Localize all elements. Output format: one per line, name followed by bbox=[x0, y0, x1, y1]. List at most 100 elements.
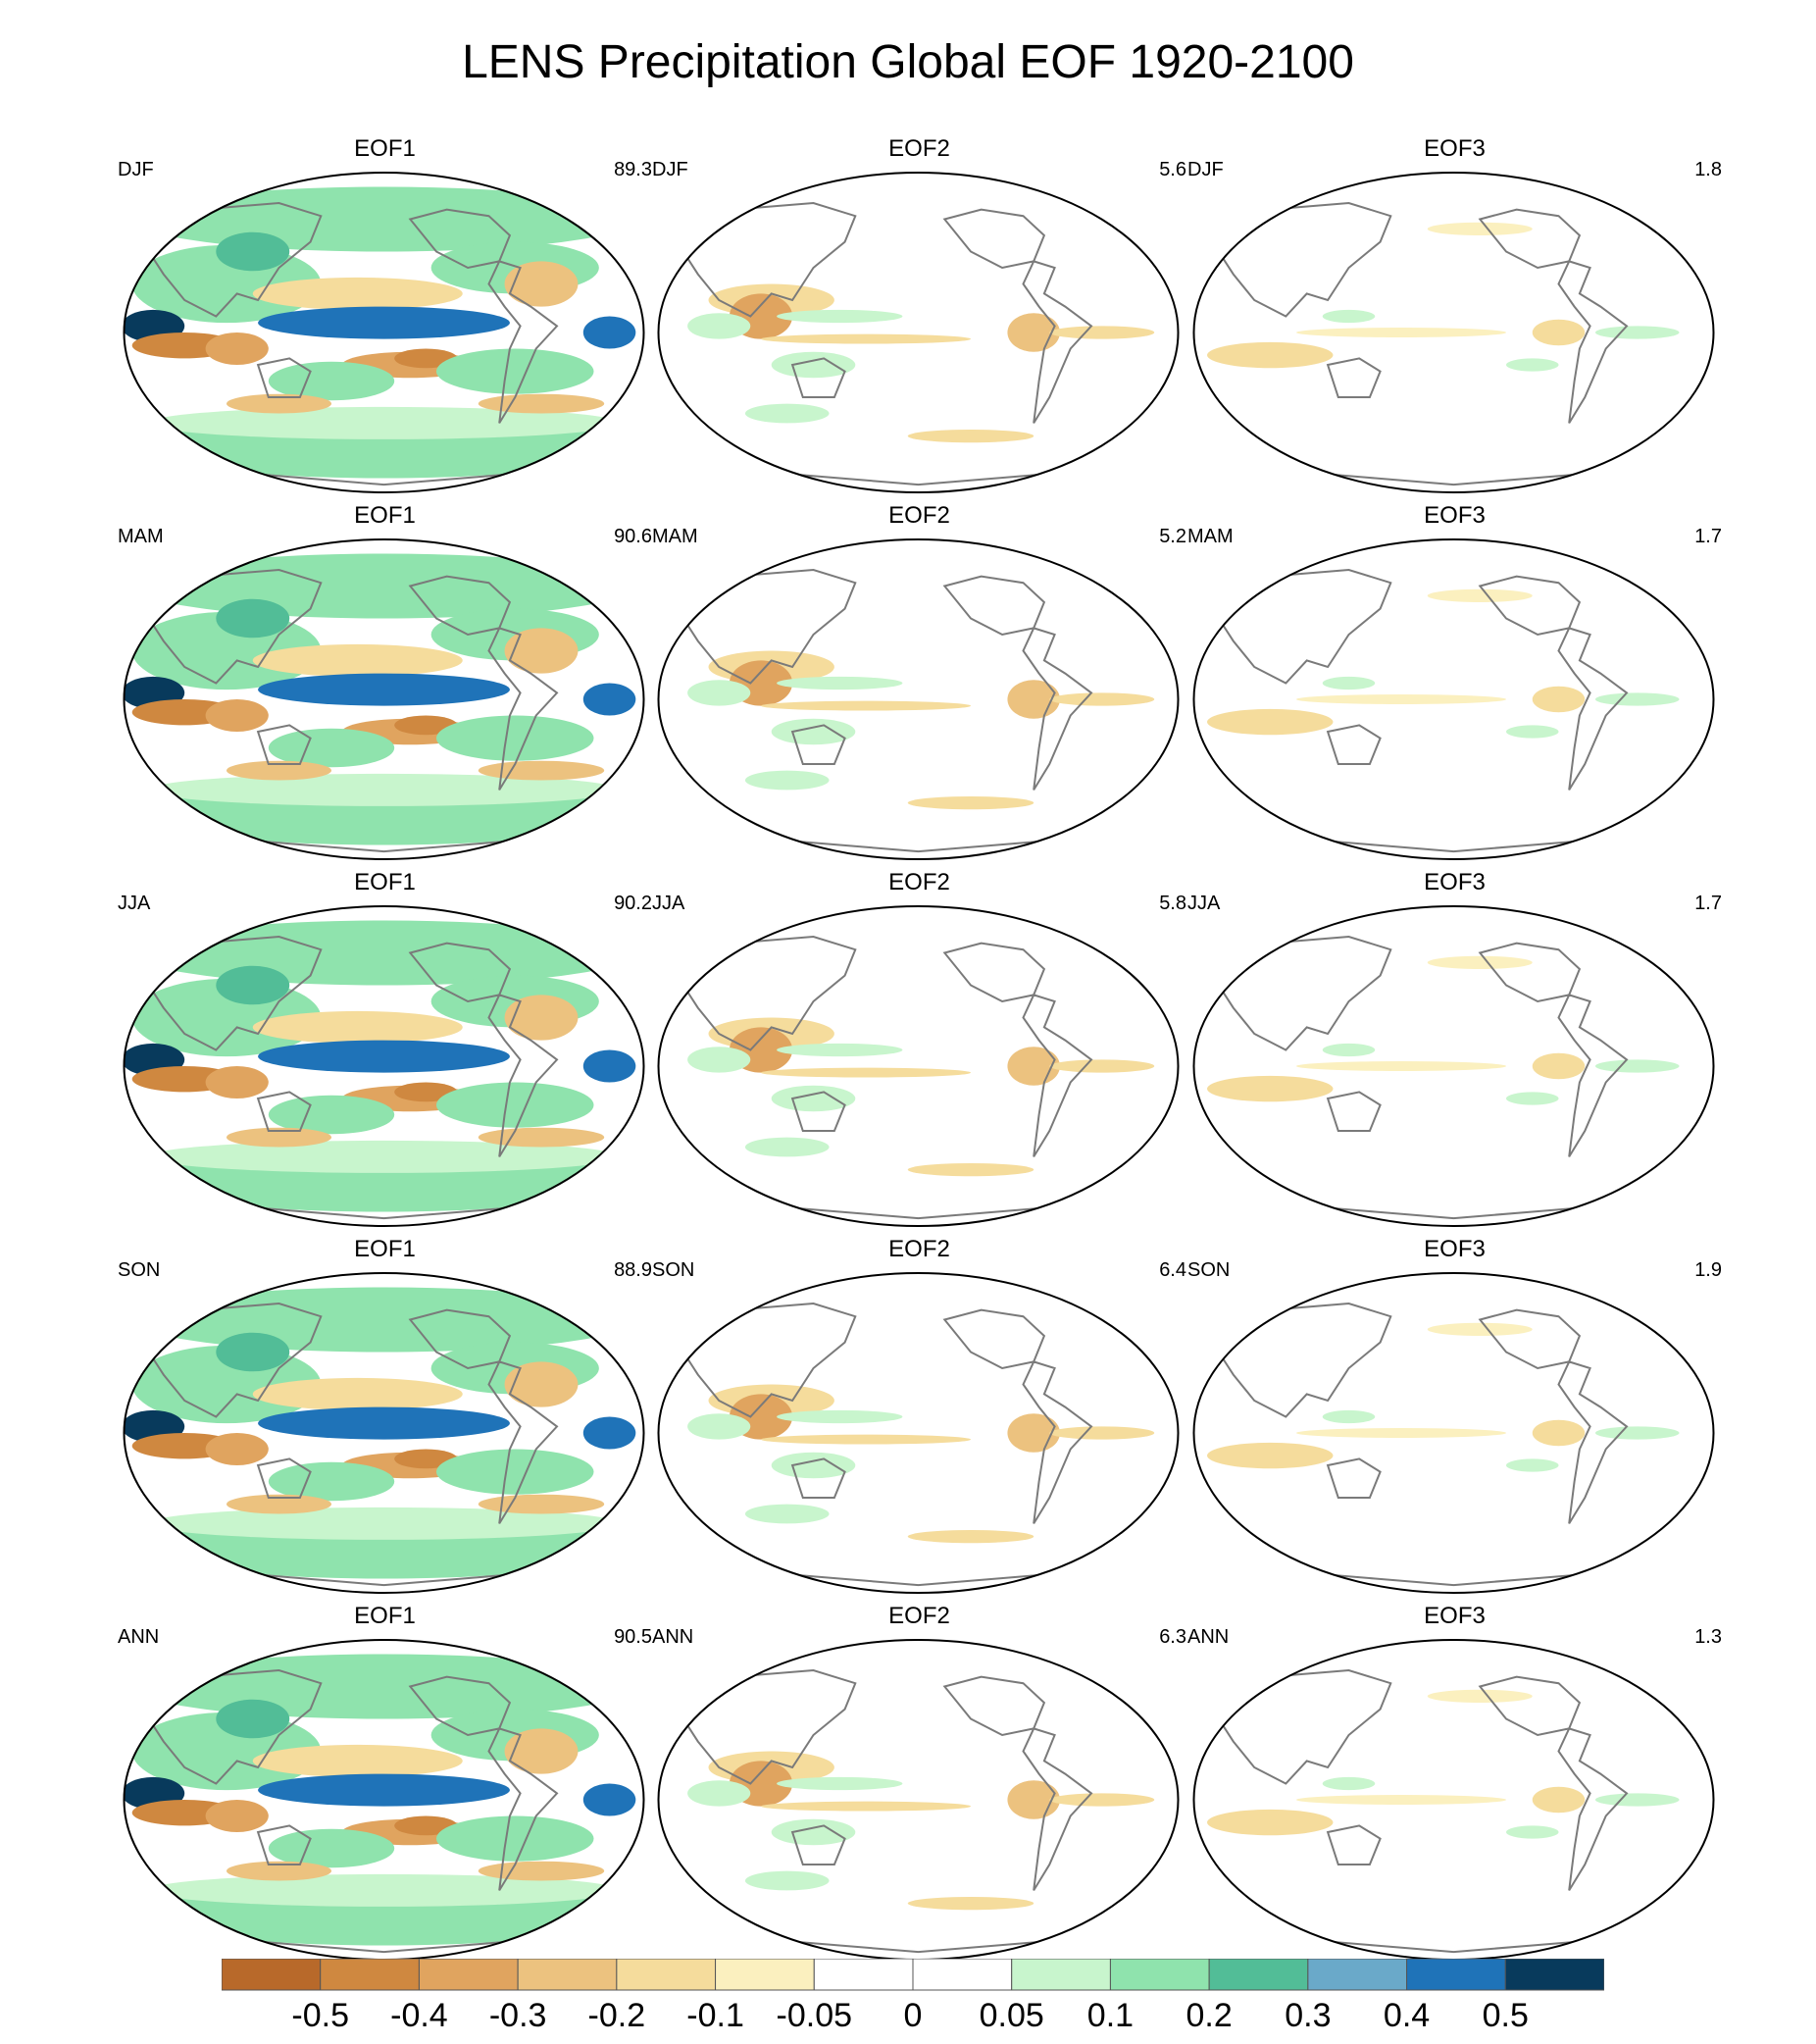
colorbar-swatch bbox=[1208, 1959, 1309, 1991]
coastline bbox=[1478, 1308, 1582, 1370]
map-panel: EOF1 JJA 90.2 bbox=[118, 869, 652, 1227]
map-globe bbox=[657, 1272, 1180, 1594]
variance-percent: 90.2 bbox=[614, 893, 652, 914]
anomaly-region bbox=[436, 1449, 594, 1495]
anomaly-region bbox=[258, 306, 510, 339]
coastline bbox=[1295, 1937, 1612, 1954]
anomaly-region bbox=[147, 1140, 621, 1173]
variance-percent: 1.7 bbox=[1694, 526, 1722, 547]
anomaly-region bbox=[1296, 328, 1506, 337]
coastline bbox=[487, 627, 559, 791]
map-panel: EOF3 SON 1.9 bbox=[1187, 1236, 1722, 1594]
coastline bbox=[942, 1675, 1046, 1737]
anomaly-region bbox=[268, 361, 395, 401]
anomaly-region bbox=[582, 683, 636, 716]
coastline bbox=[1326, 1091, 1382, 1132]
anomaly-region bbox=[504, 1728, 579, 1774]
anomaly-region bbox=[744, 770, 830, 791]
coastline bbox=[1478, 575, 1582, 637]
anomaly-region bbox=[252, 277, 463, 310]
coastline bbox=[1478, 208, 1582, 270]
anomaly-region bbox=[777, 1776, 903, 1791]
anomaly-region bbox=[227, 760, 331, 781]
map-globe bbox=[1192, 1272, 1715, 1594]
anomaly-region bbox=[1594, 1426, 1680, 1440]
colorbar-tick-label: 0.5 bbox=[1482, 1997, 1529, 2034]
coastline bbox=[790, 357, 846, 398]
coastline bbox=[408, 1308, 512, 1370]
map-panel: EOF2 ANN 6.3 bbox=[652, 1603, 1186, 1961]
anomaly-region bbox=[147, 406, 621, 439]
anomaly-region bbox=[1532, 319, 1586, 346]
coastline bbox=[1478, 1675, 1582, 1737]
panel-title: EOF1 bbox=[354, 135, 416, 162]
anomaly-region bbox=[1594, 1059, 1680, 1073]
coastline bbox=[1210, 568, 1392, 685]
coastline bbox=[790, 1457, 846, 1499]
anomaly-region bbox=[478, 760, 605, 781]
anomaly-region bbox=[687, 313, 751, 339]
season-label: MAM bbox=[1187, 526, 1234, 547]
coastline bbox=[1210, 935, 1392, 1051]
colorbar-tick-label: 0.2 bbox=[1185, 1997, 1233, 2034]
variance-percent: 6.4 bbox=[1159, 1259, 1186, 1281]
season-label: DJF bbox=[118, 159, 154, 180]
map-panel: EOF3 DJF 1.8 bbox=[1187, 135, 1722, 493]
anomaly-region bbox=[216, 598, 290, 639]
coastline bbox=[1557, 994, 1629, 1157]
anomaly-region bbox=[1506, 1458, 1559, 1472]
anomaly-region bbox=[436, 715, 594, 761]
anomaly-region bbox=[744, 1504, 830, 1524]
anomaly-region bbox=[744, 403, 830, 424]
anomaly-region bbox=[147, 773, 621, 806]
anomaly-region bbox=[1506, 1092, 1559, 1105]
coastline bbox=[1557, 1727, 1629, 1891]
coastline bbox=[1478, 942, 1582, 1003]
variance-percent: 6.3 bbox=[1159, 1626, 1186, 1648]
anomaly-region bbox=[268, 1828, 395, 1868]
coastline bbox=[226, 837, 542, 853]
anomaly-region bbox=[478, 1494, 605, 1514]
anomaly-region bbox=[744, 1137, 830, 1157]
anomaly-region bbox=[216, 965, 290, 1005]
panel-title: EOF2 bbox=[888, 502, 950, 529]
variance-percent: 89.3 bbox=[614, 159, 652, 180]
anomaly-region bbox=[1049, 692, 1155, 706]
season-label: DJF bbox=[1187, 159, 1224, 180]
coastline bbox=[140, 568, 323, 685]
map-panel: EOF3 MAM 1.7 bbox=[1187, 502, 1722, 860]
coastline bbox=[675, 568, 857, 685]
anomaly-region bbox=[1049, 1793, 1155, 1807]
coastline bbox=[1326, 1457, 1382, 1499]
globe-outline bbox=[657, 1272, 1180, 1594]
coastline bbox=[1022, 1727, 1093, 1891]
anomaly-region bbox=[1207, 1809, 1334, 1836]
panel-title: EOF1 bbox=[354, 1236, 416, 1262]
variance-percent: 90.6 bbox=[614, 526, 652, 547]
colorbar-swatch bbox=[813, 1959, 914, 1991]
anomaly-region bbox=[147, 1507, 621, 1540]
anomaly-region bbox=[907, 796, 1034, 810]
colorbar-swatch bbox=[1011, 1959, 1111, 1991]
anomaly-region bbox=[1296, 1428, 1506, 1438]
season-label: ANN bbox=[652, 1626, 694, 1648]
map-panel: EOF3 JJA 1.7 bbox=[1187, 869, 1722, 1227]
coastline bbox=[1557, 1360, 1629, 1524]
anomaly-region bbox=[582, 1049, 636, 1083]
coastline bbox=[675, 1668, 857, 1785]
coastline bbox=[256, 1091, 312, 1132]
anomaly-region bbox=[252, 643, 463, 677]
coastline bbox=[675, 201, 857, 318]
anomaly-region bbox=[582, 1416, 636, 1450]
anomaly-region bbox=[131, 186, 636, 252]
colorbar-swatch bbox=[616, 1959, 717, 1991]
anomaly-region bbox=[258, 1773, 510, 1807]
anomaly-region bbox=[1207, 1075, 1334, 1102]
anomaly-region bbox=[268, 1095, 395, 1135]
anomaly-region bbox=[504, 261, 579, 307]
anomaly-region bbox=[777, 1409, 903, 1424]
anomaly-region bbox=[216, 1332, 290, 1372]
anomaly-region bbox=[1427, 588, 1533, 602]
anomaly-region bbox=[478, 393, 605, 414]
panel-title: EOF3 bbox=[1424, 869, 1486, 895]
